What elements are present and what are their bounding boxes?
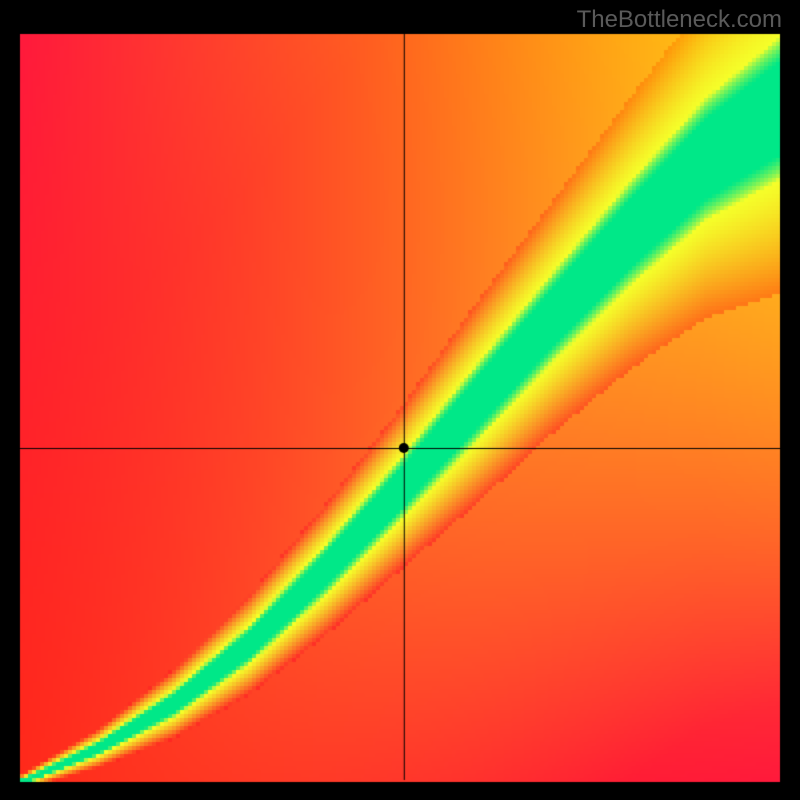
chart-container: TheBottleneck.com	[0, 0, 800, 800]
heatmap-canvas	[0, 0, 800, 800]
watermark-text: TheBottleneck.com	[577, 6, 782, 34]
